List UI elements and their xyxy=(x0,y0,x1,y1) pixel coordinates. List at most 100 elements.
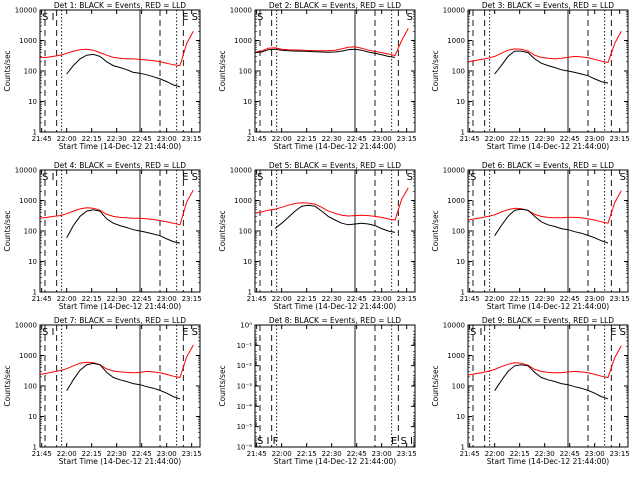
x-axis-label: Start Time (14-Dec-12 21:44:00) xyxy=(274,457,396,466)
y-tick-label: 100 xyxy=(24,68,37,76)
x-tick-label: 22:45 xyxy=(560,450,580,458)
y-tick-label: 1000 xyxy=(447,37,465,45)
x-axis-label: Start Time (14-Dec-12 21:44:00) xyxy=(59,142,181,151)
x-axis-label: Start Time (14-Dec-12 21:44:00) xyxy=(487,302,609,311)
x-tick-label: 22:30 xyxy=(535,450,555,458)
x-tick-label: 23:15 xyxy=(610,135,630,143)
panel-title: Det 2: BLACK = Events, RED = LLD xyxy=(269,1,401,10)
events-series-line xyxy=(66,53,181,88)
marker-letters-left: S I xyxy=(42,172,54,183)
x-tick-label: 22:15 xyxy=(510,295,530,303)
x-tick-label: 23:00 xyxy=(157,450,177,458)
y-tick-label: 100 xyxy=(452,68,465,76)
x-tick-label: 22:15 xyxy=(297,295,317,303)
y-tick-label: 10⁰ xyxy=(240,322,252,330)
plot-frame xyxy=(39,9,201,133)
plot-frame xyxy=(467,324,629,448)
panel-det-7: Det 7: BLACK = Events, RED = LLD 1 10 100 10… xyxy=(3,316,202,466)
panel-title: Det 6: BLACK = Events, RED = LLD xyxy=(482,161,614,170)
y-tick-label: 100 xyxy=(24,383,37,391)
x-tick-label: 23:15 xyxy=(397,135,417,143)
x-tick-label: 22:00 xyxy=(272,135,292,143)
marker-letters-right: S xyxy=(620,172,626,183)
y-tick-label: 10⁻⁴ xyxy=(237,403,253,411)
y-axis-label: Counts/sec xyxy=(431,50,440,91)
x-tick-label: 23:15 xyxy=(182,135,202,143)
marker-letters-left: S xyxy=(470,172,476,183)
x-tick-label: 23:00 xyxy=(585,295,605,303)
lld-series-line xyxy=(39,189,194,226)
plot-frame xyxy=(467,169,629,293)
y-axis-label: Counts/sec xyxy=(3,210,12,251)
x-axis-label: Start Time (14-Dec-12 21:44:00) xyxy=(274,142,396,151)
y-tick-label: 1 xyxy=(33,444,37,452)
marker-letters-right: E S xyxy=(182,12,198,23)
x-tick-label: 22:30 xyxy=(107,135,127,143)
events-series-line xyxy=(274,204,396,233)
x-axis-label: Start Time (14-Dec-12 21:44:00) xyxy=(59,302,181,311)
events-series-line xyxy=(66,362,181,400)
y-tick-label: 10000 xyxy=(15,322,37,330)
y-tick-label: 10000 xyxy=(230,7,252,15)
x-axis-label: Start Time (14-Dec-12 21:44:00) xyxy=(487,457,609,466)
y-tick-label: 1000 xyxy=(19,37,37,45)
y-tick-label: 10 xyxy=(28,258,37,266)
x-tick-label: 22:00 xyxy=(485,450,505,458)
x-tick-label: 22:30 xyxy=(107,450,127,458)
y-tick-label: 10⁻⁶ xyxy=(237,444,253,452)
events-series-line xyxy=(254,48,396,58)
x-tick-label: 23:00 xyxy=(585,135,605,143)
lld-series-line xyxy=(40,31,194,67)
x-tick-label: 22:00 xyxy=(57,450,77,458)
panel-det-8: Det 8: BLACK = Events, RED = LLD 10⁰ 10⁻¹ 1… xyxy=(218,316,417,466)
y-tick-label: 10000 xyxy=(443,7,465,15)
marker-letters-right: S xyxy=(407,12,413,23)
y-axis-label: Counts/sec xyxy=(218,365,227,406)
y-tick-label: 1 xyxy=(248,289,252,297)
events-series-line xyxy=(494,208,609,244)
y-tick-label: 10000 xyxy=(230,167,252,175)
lld-series-line xyxy=(467,31,622,64)
marker-letters-left: S I xyxy=(470,327,482,338)
x-tick-label: 22:00 xyxy=(485,295,505,303)
y-tick-label: 10000 xyxy=(15,7,37,15)
x-axis-label: Start Time (14-Dec-12 21:44:00) xyxy=(59,457,181,466)
y-tick-label: 10 xyxy=(243,98,252,106)
x-tick-label: 21:45 xyxy=(32,450,52,458)
panel-det-3: Det 3: BLACK = Events, RED = LLD 1 10 100 10… xyxy=(431,1,630,151)
lld-series-line xyxy=(467,190,622,224)
y-tick-label: 100 xyxy=(452,383,465,391)
plot-frame xyxy=(467,9,629,133)
plot-frame xyxy=(39,324,201,448)
plot-frame xyxy=(39,169,201,293)
y-tick-label: 1000 xyxy=(234,37,252,45)
x-tick-label: 22:15 xyxy=(82,295,102,303)
panel-title: Det 1: BLACK = Events, RED = LLD xyxy=(54,1,186,10)
y-tick-label: 10⁻³ xyxy=(237,383,253,391)
x-tick-label: 23:15 xyxy=(397,295,417,303)
panel-det-5: Det 5: BLACK = Events, RED = LLD 1 10 100 10… xyxy=(218,161,417,311)
x-tick-label: 23:15 xyxy=(397,450,417,458)
panel-title: Det 5: BLACK = Events, RED = LLD xyxy=(269,161,401,170)
x-tick-label: 22:30 xyxy=(107,295,127,303)
x-tick-label: 21:45 xyxy=(247,450,267,458)
x-tick-label: 22:45 xyxy=(560,295,580,303)
panel-det-2: Det 2: BLACK = Events, RED = LLD 1 10 100 10… xyxy=(218,1,417,151)
x-tick-label: 23:00 xyxy=(157,295,177,303)
x-tick-label: 21:45 xyxy=(460,135,480,143)
y-tick-label: 10000 xyxy=(443,167,465,175)
x-tick-label: 22:45 xyxy=(132,450,152,458)
x-tick-label: 21:45 xyxy=(247,135,267,143)
plot-frame xyxy=(254,9,416,133)
x-tick-label: 23:15 xyxy=(610,450,630,458)
y-tick-label: 10⁻¹ xyxy=(237,342,253,350)
x-tick-label: 22:15 xyxy=(82,135,102,143)
x-tick-label: 22:45 xyxy=(560,135,580,143)
x-tick-label: 22:30 xyxy=(535,295,555,303)
y-axis-label: Counts/sec xyxy=(3,50,12,91)
marker-letters-left: S I xyxy=(42,327,54,338)
y-tick-label: 1 xyxy=(461,289,465,297)
y-tick-label: 100 xyxy=(24,228,37,236)
y-tick-label: 10⁻² xyxy=(237,362,253,370)
